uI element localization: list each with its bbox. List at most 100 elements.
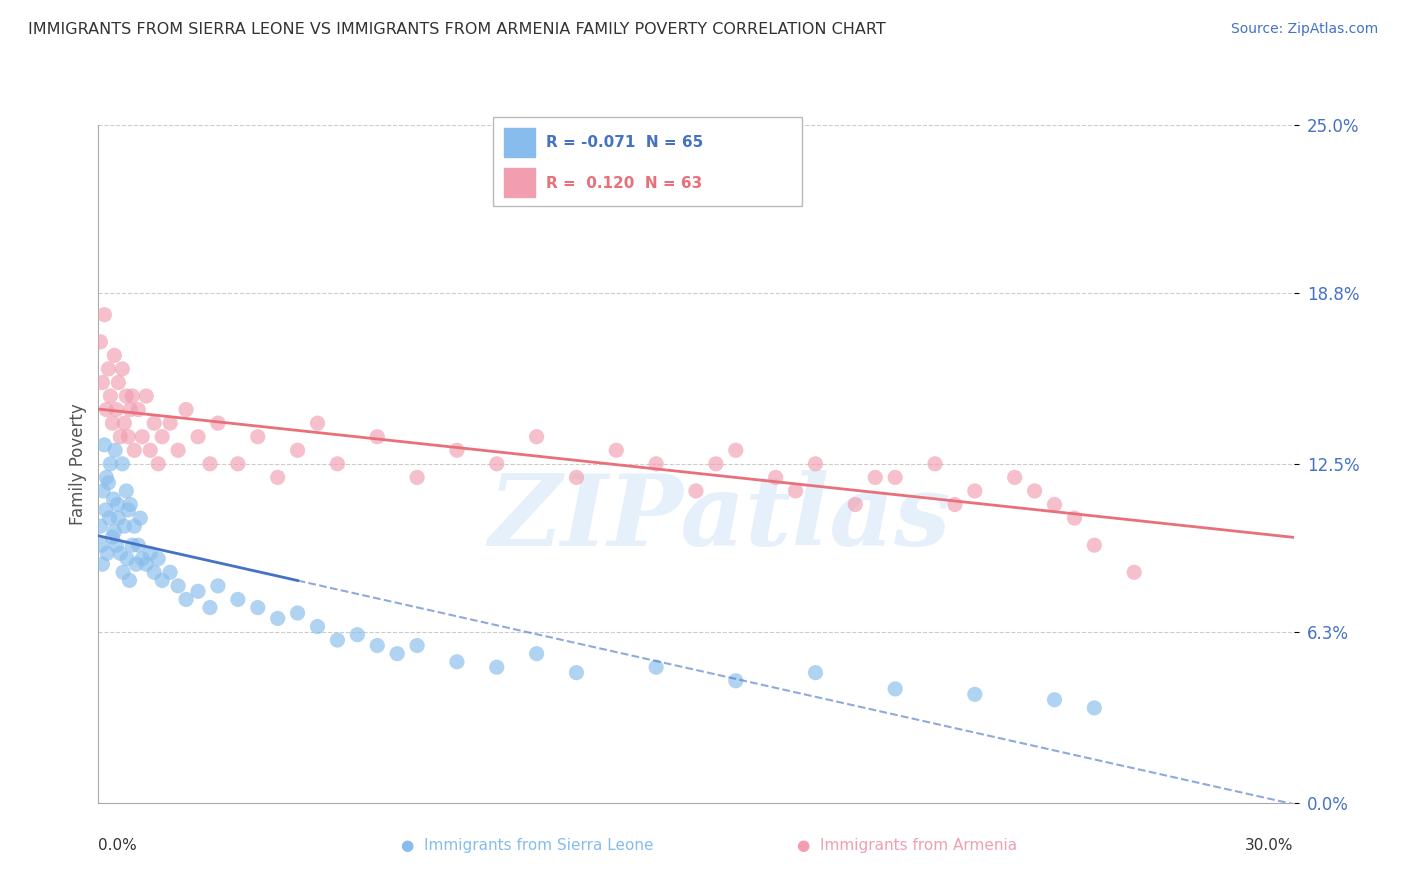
Point bbox=[287, 443, 309, 458]
Point bbox=[125, 557, 148, 571]
Point bbox=[307, 416, 329, 430]
Point bbox=[148, 551, 170, 566]
Point bbox=[107, 498, 129, 512]
Point bbox=[1004, 470, 1026, 484]
Point bbox=[129, 511, 152, 525]
Point bbox=[93, 438, 115, 452]
Point bbox=[167, 443, 190, 458]
Point bbox=[111, 457, 134, 471]
Point bbox=[765, 470, 787, 484]
Point bbox=[110, 546, 132, 560]
Point bbox=[112, 416, 135, 430]
Point bbox=[127, 538, 149, 552]
Point bbox=[143, 566, 166, 580]
Point bbox=[785, 483, 807, 498]
Point bbox=[89, 334, 111, 349]
Point bbox=[104, 443, 127, 458]
Point bbox=[117, 430, 139, 444]
Point bbox=[150, 430, 173, 444]
Point bbox=[96, 546, 118, 560]
Point bbox=[884, 681, 907, 696]
Point bbox=[246, 600, 269, 615]
Point bbox=[526, 647, 548, 661]
Point bbox=[1043, 692, 1066, 706]
Point bbox=[446, 655, 468, 669]
Point bbox=[804, 457, 827, 471]
Point bbox=[143, 416, 166, 430]
Point bbox=[844, 498, 866, 512]
Point bbox=[91, 483, 114, 498]
Point bbox=[127, 402, 149, 417]
Point bbox=[103, 348, 125, 362]
Point bbox=[963, 687, 986, 701]
Point bbox=[1123, 566, 1146, 580]
Point bbox=[406, 639, 429, 653]
Point bbox=[207, 579, 229, 593]
Point bbox=[406, 470, 429, 484]
Point bbox=[115, 389, 138, 403]
Point bbox=[366, 639, 388, 653]
Point bbox=[704, 457, 727, 471]
Point bbox=[98, 511, 121, 525]
Point bbox=[804, 665, 827, 680]
Point bbox=[111, 362, 134, 376]
Point bbox=[118, 574, 141, 588]
Point bbox=[89, 519, 111, 533]
Point bbox=[645, 660, 668, 674]
Point bbox=[1043, 498, 1066, 512]
Point bbox=[159, 416, 181, 430]
Point bbox=[174, 592, 197, 607]
Text: ●  Immigrants from Sierra Leone: ● Immigrants from Sierra Leone bbox=[401, 838, 654, 854]
Point bbox=[96, 470, 118, 484]
Point bbox=[724, 673, 747, 688]
Text: 30.0%: 30.0% bbox=[1246, 838, 1294, 854]
Point bbox=[884, 470, 907, 484]
Point bbox=[115, 483, 138, 498]
Text: R = -0.071  N = 65: R = -0.071 N = 65 bbox=[546, 136, 703, 151]
Point bbox=[96, 402, 118, 417]
Point bbox=[1083, 538, 1105, 552]
Point bbox=[112, 519, 135, 533]
Point bbox=[226, 457, 249, 471]
Point bbox=[565, 665, 588, 680]
Point bbox=[924, 457, 946, 471]
Point bbox=[131, 551, 153, 566]
Point bbox=[150, 574, 173, 588]
Point bbox=[226, 592, 249, 607]
Point bbox=[724, 443, 747, 458]
Point bbox=[98, 389, 122, 403]
Point bbox=[1024, 483, 1046, 498]
Point bbox=[385, 647, 409, 661]
Point bbox=[115, 551, 138, 566]
Point bbox=[1063, 511, 1085, 525]
Point bbox=[485, 457, 508, 471]
Point bbox=[110, 430, 132, 444]
Point bbox=[94, 503, 117, 517]
Point bbox=[187, 584, 209, 599]
Point bbox=[121, 538, 143, 552]
Point bbox=[98, 457, 122, 471]
Point bbox=[943, 498, 966, 512]
Point bbox=[485, 660, 508, 674]
Point bbox=[135, 389, 157, 403]
Point bbox=[101, 416, 124, 430]
Point bbox=[287, 606, 309, 620]
Point bbox=[105, 538, 128, 552]
Point bbox=[685, 483, 707, 498]
Point bbox=[963, 483, 986, 498]
Point bbox=[97, 362, 120, 376]
Point bbox=[112, 566, 135, 580]
Point bbox=[1083, 701, 1105, 715]
Point bbox=[107, 511, 129, 525]
Point bbox=[307, 619, 329, 633]
Point bbox=[267, 611, 290, 625]
Point bbox=[159, 566, 181, 580]
Point bbox=[103, 492, 125, 507]
Point bbox=[120, 498, 142, 512]
Point bbox=[187, 430, 209, 444]
Point bbox=[93, 308, 115, 322]
Point bbox=[105, 402, 128, 417]
Point bbox=[446, 443, 468, 458]
Point bbox=[139, 443, 162, 458]
Text: IMMIGRANTS FROM SIERRA LEONE VS IMMIGRANTS FROM ARMENIA FAMILY POVERTY CORRELATI: IMMIGRANTS FROM SIERRA LEONE VS IMMIGRAN… bbox=[28, 22, 886, 37]
